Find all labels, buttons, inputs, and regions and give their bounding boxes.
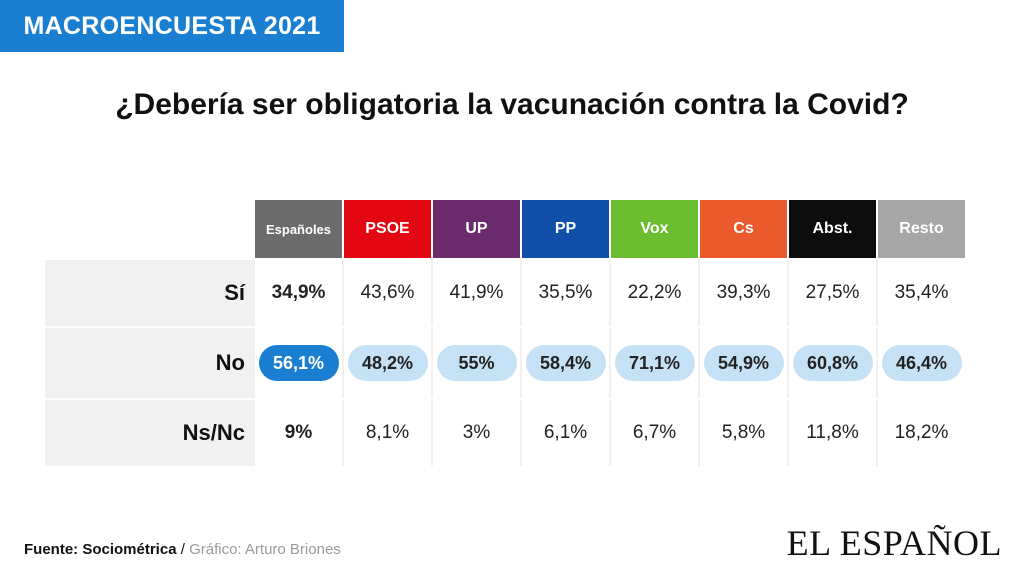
- table-cell: 34,9%: [255, 260, 342, 326]
- value-pill: 71,1%: [614, 345, 695, 381]
- value-pill: 46,4%: [881, 345, 962, 381]
- separator-text: /: [176, 541, 190, 558]
- table-cell: 35,5%: [522, 260, 609, 326]
- table-cell: 27,5%: [789, 260, 876, 326]
- chart-title: ¿Debería ser obligatoria la vacunación c…: [115, 88, 909, 121]
- table-cell: 60,8%: [789, 328, 876, 398]
- table-cell: 6,1%: [522, 400, 609, 466]
- survey-badge: MACROENCUESTA 2021: [0, 0, 344, 52]
- column-header: PP: [522, 200, 609, 258]
- table-cell: 41,9%: [433, 260, 520, 326]
- table-cell: 5,8%: [700, 400, 787, 466]
- value-pill: 54,9%: [703, 345, 784, 381]
- table-cell: 35,4%: [878, 260, 965, 326]
- row-label: Ns/Nc: [182, 420, 245, 445]
- table-cell: 18,2%: [878, 400, 965, 466]
- column-header: Españoles: [255, 200, 342, 258]
- column-header: Abst.: [789, 200, 876, 258]
- footer-credit: Fuente: Sociométrica / Gráfico: Arturo B…: [24, 541, 341, 558]
- row-label: No: [215, 350, 245, 375]
- value-pill: 55%: [436, 345, 517, 381]
- graphic-credit: Gráfico: Arturo Briones: [189, 541, 341, 558]
- table-cell: 8,1%: [344, 400, 431, 466]
- column-header: Vox: [611, 200, 698, 258]
- row-label: Sí: [224, 280, 245, 305]
- results-table: Españoles PSOE UP PP Vox Cs Abst. Resto Sí 34,9% 4…: [45, 200, 969, 468]
- value-pill: 58,4%: [525, 345, 606, 381]
- column-header: UP: [433, 200, 520, 258]
- table-cell: 71,1%: [611, 328, 698, 398]
- table-cell: 9%: [255, 400, 342, 466]
- column-header: Cs: [700, 200, 787, 258]
- table-cell: 11,8%: [789, 400, 876, 466]
- table-cell: 54,9%: [700, 328, 787, 398]
- column-header: PSOE: [344, 200, 431, 258]
- table-cell: 3%: [433, 400, 520, 466]
- table-cell: 43,6%: [344, 260, 431, 326]
- column-header: Resto: [878, 200, 965, 258]
- table-cell: 39,3%: [700, 260, 787, 326]
- table-cell: 46,4%: [878, 328, 965, 398]
- value-pill: 48,2%: [347, 345, 428, 381]
- value-pill: 60,8%: [792, 345, 873, 381]
- el-espanol-logo: EL ESPAÑOL: [786, 523, 1002, 563]
- table-cell: 22,2%: [611, 260, 698, 326]
- source-text: Fuente: Sociométrica: [24, 541, 177, 558]
- table-cell: 58,4%: [522, 328, 609, 398]
- table-cell: 56,1%: [255, 328, 342, 398]
- table-cell: 55%: [433, 328, 520, 398]
- table-cell: 48,2%: [344, 328, 431, 398]
- table-cell: 6,7%: [611, 400, 698, 466]
- value-pill: 56,1%: [258, 345, 339, 381]
